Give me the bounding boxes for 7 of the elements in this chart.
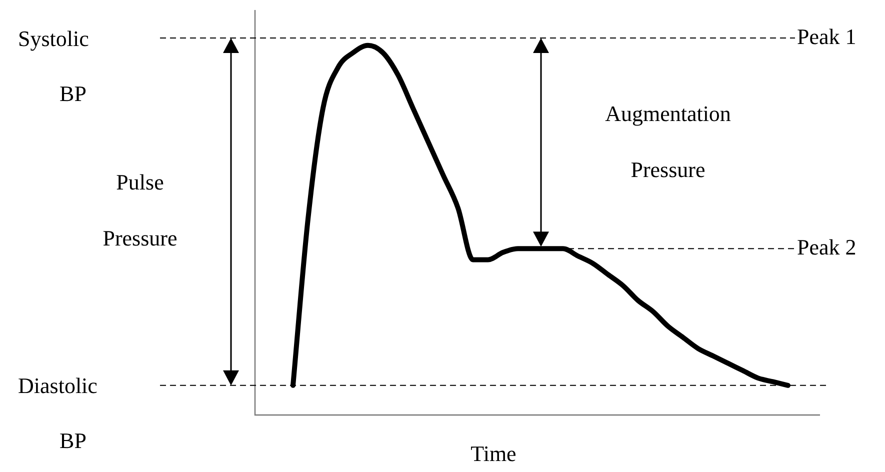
x-axis-title: Time — [470, 440, 516, 466]
ref-line-label: Peak 2 — [797, 234, 856, 260]
ref-line-label: Peak 1 — [797, 24, 856, 49]
text: Augmentation Pressure — [605, 101, 731, 182]
text: Diastolic BP — [18, 373, 98, 454]
text: Pulse Pressure — [102, 169, 178, 250]
text: Systolic BP — [18, 26, 89, 106]
